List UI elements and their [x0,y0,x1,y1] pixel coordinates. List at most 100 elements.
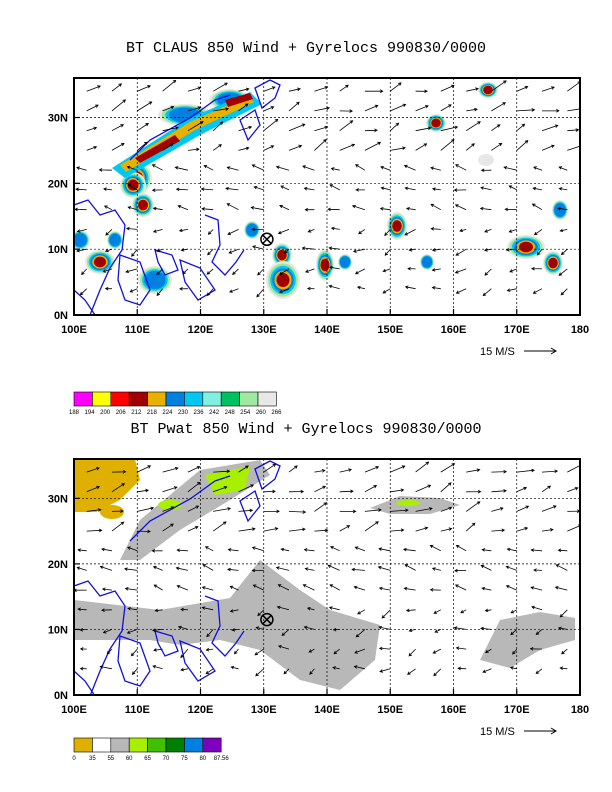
wind-vector [516,85,529,92]
wind-vector [491,102,507,112]
wind-vector [440,482,452,493]
wind-vector [111,99,127,112]
wind-vector [431,567,441,571]
wind-vector [277,584,290,591]
wind-vector [187,147,200,152]
wind-vector [354,268,366,275]
coastline [254,460,281,491]
wind-vector [535,629,543,635]
wind-vector [79,666,87,671]
wind-vector [213,469,231,474]
wind-vector [415,105,429,112]
wind-vector [390,146,406,151]
colorbar-label: 242 [209,410,220,416]
wind-vector [151,549,163,553]
chart-panel-1: 100E 110E 120E 130E 140E 150E 160E 170E 180 0N 10N… [48,458,589,762]
wind-vector [430,227,441,231]
wind-vector [559,609,568,618]
wind-vector [531,605,543,611]
wind-vector [263,509,280,514]
wind-vector [137,529,151,534]
colorbar-swatch [184,391,204,407]
wind-vector [187,466,201,473]
wind-vector [228,248,239,254]
wind-vector [433,668,442,677]
wind-vector [560,288,568,296]
wind-vector [238,484,255,493]
wind-vector [255,668,265,677]
wind-vector [491,142,503,151]
wind-vector [530,586,543,591]
wind-vector [205,647,214,652]
wind-vector [510,609,517,614]
wind-vector [176,585,189,591]
wind-vector [254,648,265,656]
wind-vector [505,585,517,591]
wind-vector [339,509,357,514]
wind-vector [404,186,416,191]
wind-vector [77,548,87,552]
wind-vector [257,609,265,617]
x-tick-label: 160E [441,704,467,716]
wind-vector [479,206,492,211]
wind-vector [102,629,113,634]
wind-vector [440,84,455,92]
wind-vector [178,228,188,233]
wind-vector [251,227,264,232]
wind-vector [380,166,391,171]
wind-vector [79,647,87,651]
colorbar-label: 254 [240,410,251,416]
wind-vector [156,248,163,253]
wind-vector [516,123,526,132]
wind-vector [491,124,501,132]
wind-vector [558,166,568,171]
colorbar-label: 65 [144,756,151,762]
wind-vector [250,206,264,211]
wind-vector [558,187,568,191]
wind-vector [303,625,315,630]
wind-vector [127,184,138,191]
wind-vector [288,87,301,92]
wind-vector [328,265,340,270]
wind-vector [86,126,98,132]
wind-vector [352,248,365,253]
wind-vector [329,584,340,591]
wind-vector [364,485,378,493]
wind-vector [466,468,481,473]
reference-vector-label: 15 M/S [480,346,515,358]
wind-vector [306,607,315,611]
wind-vector [213,486,228,493]
wind-vector [559,666,568,671]
wind-vector [309,668,315,675]
x-tick-label: 180 [571,324,589,336]
bottom-chart-title: BT Pwat 850 Wind + Gyrelocs 990830/0000 [130,421,482,438]
wind-vector [482,288,492,297]
colorbar-label: 80 [199,756,206,762]
wind-vector [491,528,506,533]
wind-vector [288,101,300,112]
wind-vector [465,143,475,151]
wind-vector [554,586,568,591]
wind-vector [390,122,400,131]
wind-vector [207,229,214,235]
colorbar-label: 236 [194,410,205,416]
wind-vector [378,646,391,651]
wind-vector [453,188,467,192]
wind-vector [384,229,391,236]
wind-vector [454,568,467,573]
wind-vector [153,584,163,591]
wind-vector [455,288,467,294]
wind-vector [415,89,428,94]
gyre-location-cross [262,234,272,245]
wind-vector [506,547,517,552]
wind-vector [79,288,87,296]
colorbar-label: 200 [100,410,111,416]
wind-vector [104,248,113,253]
wind-vector [232,268,239,275]
wind-vector [130,648,138,657]
wind-vector [532,186,543,191]
coastline [129,94,231,161]
wind-vector [516,140,529,151]
x-tick-label: 110E [125,324,150,336]
coastline [129,475,231,542]
